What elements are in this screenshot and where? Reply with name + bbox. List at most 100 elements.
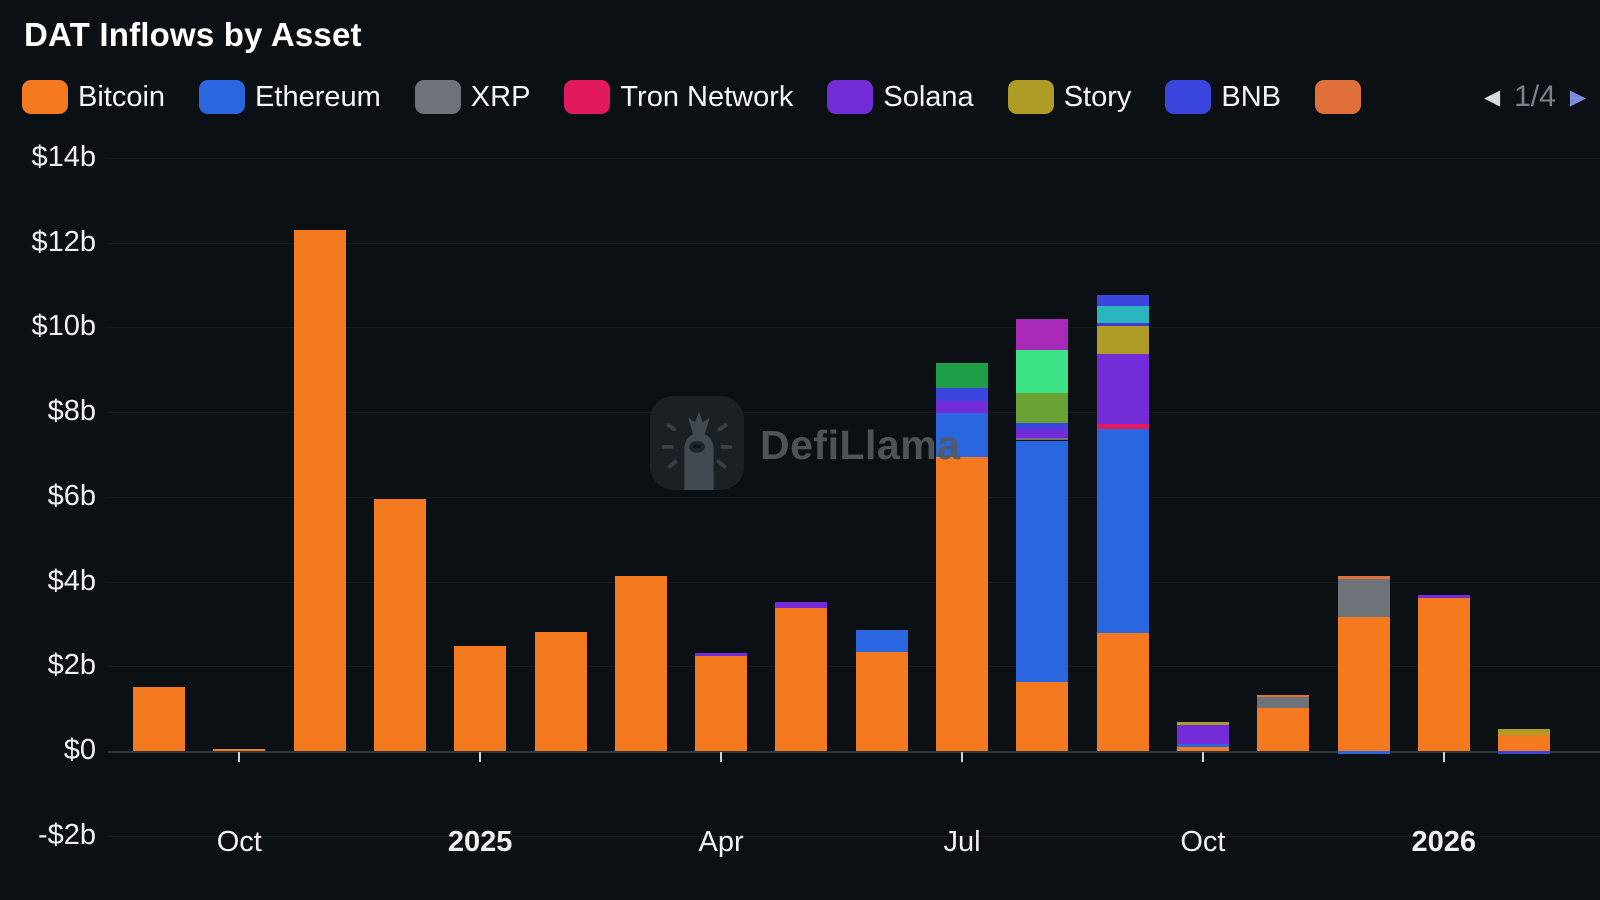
gridline xyxy=(108,412,1600,414)
legend-swatch-unlabeled xyxy=(1315,80,1362,114)
bar-segment-sep-2025-other-teal- xyxy=(1096,305,1149,323)
legend-swatch-story xyxy=(1007,80,1054,114)
bar-segment-aug-2025-solana xyxy=(1016,428,1069,438)
pager-page-indicator: 1/4 xyxy=(1514,80,1556,113)
x-axis-label-2025: 2025 xyxy=(447,826,513,858)
legend-label-story: Story xyxy=(1063,80,1132,113)
legend-item-story[interactable]: Story xyxy=(1007,80,1132,114)
page-title: DAT Inflows by Asset xyxy=(24,16,362,53)
bar-segment-dec-2025-other-orange- xyxy=(1337,576,1390,579)
bar-segment-dec-2025-bitcoin xyxy=(1337,616,1390,751)
bar-segment-dec-2024-bitcoin xyxy=(373,498,426,751)
gridline xyxy=(108,327,1600,329)
legend-label-bitcoin: Bitcoin xyxy=(78,80,166,113)
bar-segment-dec-2025-ethereum xyxy=(1337,751,1390,755)
x-axis-label-oct: Oct xyxy=(216,826,262,858)
bar-segment-feb-2026-bitcoin xyxy=(1498,734,1551,751)
bar-segment-sep-2025-bitcoin xyxy=(1096,633,1149,751)
x-axis-baseline xyxy=(108,751,1600,753)
legend: Bitcoin Ethereum XRP Tron Network Solana Stor… xyxy=(22,76,1584,118)
bar-segment-mar-2025-bitcoin xyxy=(614,575,667,751)
bar-segment-jul-2025-solana xyxy=(936,401,988,413)
gridline xyxy=(108,581,1600,583)
bar-segment-aug-2025-xrp xyxy=(1016,437,1069,441)
bar-segment-aug-2025-other-magenta- xyxy=(1016,318,1069,350)
y-axis-label: $12b xyxy=(31,225,96,258)
bar-segment-nov-2025-other-orange- xyxy=(1257,694,1310,697)
legend-item-bitcoin[interactable]: Bitcoin xyxy=(22,80,165,114)
bar-segment-oct-2025-ethereum xyxy=(1176,744,1229,747)
y-axis-label: $10b xyxy=(31,310,96,343)
y-axis-label: $6b xyxy=(47,479,96,512)
bar-segment-may-2025-solana xyxy=(775,601,828,609)
bar-segment-jun-2025-ethereum xyxy=(855,629,908,652)
watermark-text: DefiLlama xyxy=(760,422,961,468)
x-axis-tick xyxy=(479,752,482,762)
x-axis-tick xyxy=(238,752,241,762)
bar-segment-feb-2026-story xyxy=(1498,728,1551,735)
legend-swatch-bitcoin xyxy=(22,80,68,114)
x-axis-label-2026: 2026 xyxy=(1411,826,1477,858)
legend-label-ethereum: Ethereum xyxy=(255,80,381,113)
bar-segment-apr-2025-bitcoin xyxy=(695,656,748,751)
gridline xyxy=(108,496,1600,498)
gridline xyxy=(108,157,1600,159)
y-axis-label: $14b xyxy=(31,140,96,173)
legend-item-bnb[interactable]: BNB xyxy=(1165,80,1281,114)
y-axis-label: $2b xyxy=(47,649,96,682)
y-axis-label: $0 xyxy=(63,734,96,766)
x-axis-label-apr: Apr xyxy=(698,826,744,858)
gridline xyxy=(108,666,1600,668)
bar-segment-jul-2025-ethereum xyxy=(936,412,988,457)
bar-segment-aug-2025-other-olive-green- xyxy=(1016,392,1069,423)
bar-segment-jun-2025-bitcoin xyxy=(855,651,908,751)
bar-segment-aug-2025-ethereum xyxy=(1016,440,1069,682)
bar-segment-oct-2025-solana xyxy=(1176,724,1229,745)
bar-segment-sep-2025-ethereum xyxy=(1096,429,1149,634)
bar-segment-jan-2026-bitcoin xyxy=(1417,597,1470,751)
legend-swatch-solana xyxy=(827,80,874,114)
bar-segment-aug-2025-other-spring-green- xyxy=(1016,349,1069,393)
bar-segment-jul-2025-other-green- xyxy=(936,362,988,389)
legend-item-tron-network[interactable]: Tron Network xyxy=(564,80,793,114)
legend-label-bnb: BNB xyxy=(1221,80,1282,113)
x-axis-tick xyxy=(1442,752,1445,762)
pager-next-icon[interactable]: ▶ xyxy=(1569,85,1586,109)
legend-item-xrp[interactable]: XRP xyxy=(414,80,530,114)
bar-segment-sep-2025-bnb xyxy=(1096,294,1149,306)
x-axis-label-oct: Oct xyxy=(1180,826,1226,858)
bar-segment-aug-2025-bnb xyxy=(1016,422,1069,429)
x-axis-tick xyxy=(1201,752,1204,762)
bar-segment-may-2025-bitcoin xyxy=(775,608,828,751)
bar-segment-oct-2024-bitcoin xyxy=(213,748,266,751)
legend-swatch-xrp xyxy=(414,80,461,114)
x-axis-tick xyxy=(961,752,963,762)
bar-segment-feb-2025-bitcoin xyxy=(534,631,587,751)
legend-item-unlabeled[interactable] xyxy=(1315,80,1362,114)
bar-segment-sep-2025-tron-network xyxy=(1096,423,1149,430)
gridline xyxy=(108,835,1600,837)
bar-segment-feb-2026-bnb xyxy=(1498,751,1551,754)
y-axis-label: $4b xyxy=(47,564,96,597)
x-axis-label-jul: Jul xyxy=(943,826,981,858)
bar-segment-dec-2025-xrp xyxy=(1337,578,1390,617)
pager-prev-icon[interactable]: ◀ xyxy=(1483,85,1501,109)
bar-segment-sep-2024-bitcoin xyxy=(133,686,185,751)
legend-swatch-ethereum xyxy=(199,80,246,114)
y-axis-label: -$2b xyxy=(37,818,96,851)
legend-item-solana[interactable]: Solana xyxy=(827,80,974,114)
bar-segment-sep-2025-solana xyxy=(1096,353,1149,424)
bar-segment-sep-2025-story xyxy=(1096,325,1149,354)
bar-segment-nov-2025-bitcoin xyxy=(1257,707,1310,751)
legend-item-ethereum[interactable]: Ethereum xyxy=(199,80,381,114)
bar-segment-nov-2024-bitcoin xyxy=(293,229,346,751)
legend-label-solana: Solana xyxy=(883,80,974,113)
legend-label-tron-network: Tron Network xyxy=(620,80,794,113)
bar-segment-nov-2025-xrp xyxy=(1257,696,1310,708)
bar-segment-jul-2025-bnb xyxy=(936,388,988,402)
bar-segment-aug-2025-bitcoin xyxy=(1016,681,1069,751)
bar-segment-jan-2025-bitcoin xyxy=(454,645,507,751)
legend-swatch-bnb xyxy=(1165,80,1212,114)
y-axis-label: $8b xyxy=(47,395,96,428)
